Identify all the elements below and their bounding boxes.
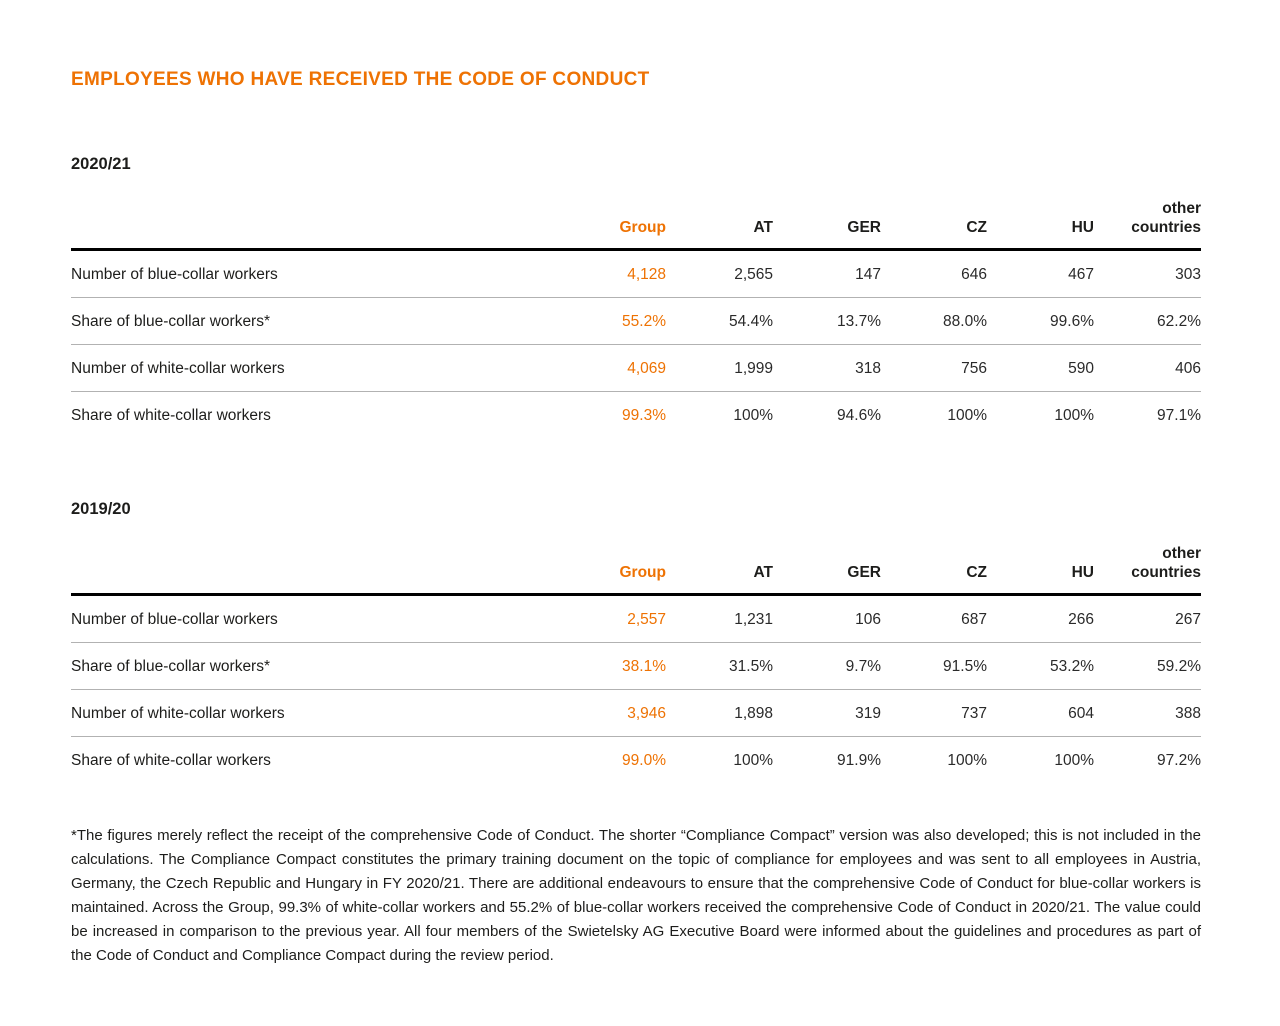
row-label: Number of white-collar workers bbox=[71, 705, 285, 722]
cell-group: 99.3% bbox=[622, 407, 666, 424]
cell-at: 1,231 bbox=[734, 611, 773, 628]
cell-ger: 13.7% bbox=[837, 313, 881, 330]
cell-ger: 91.9% bbox=[837, 752, 881, 769]
cell-cz: 88.0% bbox=[943, 313, 987, 330]
column-header-hu: HU bbox=[1071, 219, 1094, 236]
cell-cz: 100% bbox=[947, 407, 987, 424]
table-row: Share of blue-collar workers* 55.2% 54.4… bbox=[71, 298, 1201, 345]
cell-cz: 100% bbox=[947, 752, 987, 769]
cell-cz: 737 bbox=[961, 705, 987, 722]
table-row: Number of white-collar workers 3,946 1,8… bbox=[71, 690, 1201, 737]
table-2019-20: Group AT GER CZ HU other countries Numbe… bbox=[71, 544, 1201, 783]
row-label: Share of blue-collar workers* bbox=[71, 313, 271, 330]
table-row: Number of white-collar workers 4,069 1,9… bbox=[71, 345, 1201, 392]
period-heading-2020-21: 2020/21 bbox=[71, 155, 131, 173]
cell-hu: 604 bbox=[1068, 705, 1094, 722]
column-header-hu: HU bbox=[1071, 564, 1094, 581]
page-title: EMPLOYEES WHO HAVE RECEIVED THE CODE OF … bbox=[71, 69, 650, 90]
row-label: Number of blue-collar workers bbox=[71, 266, 278, 283]
table-row: Share of white-collar workers 99.3% 100%… bbox=[71, 392, 1201, 439]
cell-group: 4,069 bbox=[627, 360, 666, 377]
cell-cz: 687 bbox=[961, 611, 987, 628]
cell-cz: 91.5% bbox=[943, 658, 987, 675]
cell-hu: 100% bbox=[1054, 752, 1094, 769]
row-label: Number of white-collar workers bbox=[71, 360, 285, 377]
cell-other: 267 bbox=[1175, 611, 1201, 628]
column-header-at: AT bbox=[753, 564, 773, 581]
cell-other: 303 bbox=[1175, 266, 1201, 283]
cell-other: 97.1% bbox=[1157, 407, 1201, 424]
cell-other: 406 bbox=[1175, 360, 1201, 377]
table-2020-21: Group AT GER CZ HU other countries Numbe… bbox=[71, 199, 1201, 438]
table-row: Share of blue-collar workers* 38.1% 31.5… bbox=[71, 643, 1201, 690]
table-header-row: Group AT GER CZ HU other countries bbox=[71, 544, 1201, 595]
row-label: Share of white-collar workers bbox=[71, 752, 271, 769]
cell-group: 3,946 bbox=[627, 705, 666, 722]
cell-at: 1,999 bbox=[734, 360, 773, 377]
cell-other: 97.2% bbox=[1157, 752, 1201, 769]
table-row: Share of white-collar workers 99.0% 100%… bbox=[71, 737, 1201, 784]
cell-ger: 319 bbox=[855, 705, 881, 722]
cell-hu: 467 bbox=[1068, 266, 1094, 283]
row-label: Share of blue-collar workers* bbox=[71, 658, 271, 675]
cell-group: 99.0% bbox=[622, 752, 666, 769]
cell-at: 54.4% bbox=[729, 313, 773, 330]
cell-group: 55.2% bbox=[622, 313, 666, 330]
cell-at: 31.5% bbox=[729, 658, 773, 675]
cell-hu: 590 bbox=[1068, 360, 1094, 377]
cell-group: 4,128 bbox=[627, 266, 666, 283]
cell-at: 2,565 bbox=[734, 266, 773, 283]
cell-other: 59.2% bbox=[1157, 658, 1201, 675]
cell-hu: 100% bbox=[1054, 407, 1094, 424]
column-header-group: Group bbox=[619, 219, 667, 236]
row-label: Share of white-collar workers bbox=[71, 407, 271, 424]
footnote-text: *The figures merely reflect the receipt … bbox=[71, 827, 1201, 964]
cell-hu: 99.6% bbox=[1050, 313, 1094, 330]
column-header-empty bbox=[71, 199, 501, 250]
cell-ger: 147 bbox=[855, 266, 881, 283]
cell-other: 62.2% bbox=[1157, 313, 1201, 330]
column-header-at: AT bbox=[753, 219, 773, 236]
period-heading-2019-20: 2019/20 bbox=[71, 500, 131, 518]
column-header-other-countries: other countries bbox=[1131, 545, 1201, 581]
column-header-other-countries: other countries bbox=[1131, 200, 1201, 236]
column-header-empty bbox=[71, 544, 501, 595]
column-header-group: Group bbox=[619, 564, 667, 581]
cell-at: 100% bbox=[733, 752, 773, 769]
cell-hu: 266 bbox=[1068, 611, 1094, 628]
table-row: Number of blue-collar workers 2,557 1,23… bbox=[71, 595, 1201, 643]
table-row: Number of blue-collar workers 4,128 2,56… bbox=[71, 250, 1201, 298]
row-label: Number of blue-collar workers bbox=[71, 611, 278, 628]
column-header-cz: CZ bbox=[966, 564, 987, 581]
cell-group: 38.1% bbox=[622, 658, 666, 675]
column-header-ger: GER bbox=[847, 564, 881, 581]
cell-ger: 318 bbox=[855, 360, 881, 377]
cell-at: 1,898 bbox=[734, 705, 773, 722]
cell-ger: 94.6% bbox=[837, 407, 881, 424]
column-header-cz: CZ bbox=[966, 219, 987, 236]
column-header-ger: GER bbox=[847, 219, 881, 236]
cell-hu: 53.2% bbox=[1050, 658, 1094, 675]
cell-other: 388 bbox=[1175, 705, 1201, 722]
cell-at: 100% bbox=[733, 407, 773, 424]
table-header-row: Group AT GER CZ HU other countries bbox=[71, 199, 1201, 250]
cell-ger: 9.7% bbox=[845, 658, 881, 675]
page-content: EMPLOYEES WHO HAVE RECEIVED THE CODE OF … bbox=[71, 0, 1201, 983]
cell-cz: 756 bbox=[961, 360, 987, 377]
cell-cz: 646 bbox=[961, 266, 987, 283]
cell-group: 2,557 bbox=[627, 611, 666, 628]
cell-ger: 106 bbox=[855, 611, 881, 628]
